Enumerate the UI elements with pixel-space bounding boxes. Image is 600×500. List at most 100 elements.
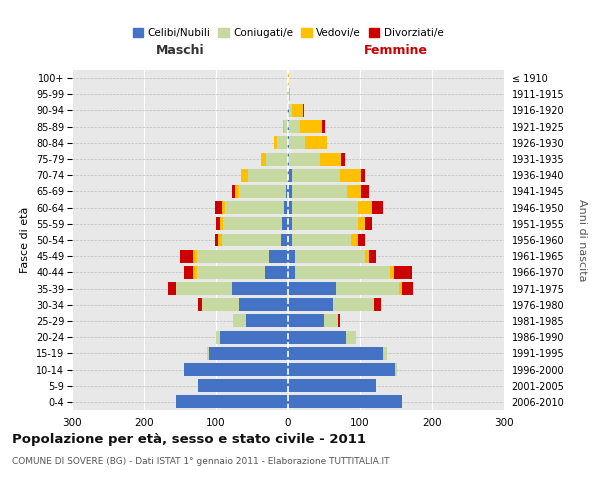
Bar	[288, 88, 289, 101]
Bar	[198, 298, 202, 311]
Bar	[260, 152, 266, 166]
Bar	[399, 282, 403, 295]
Bar	[394, 266, 412, 279]
Bar	[180, 250, 193, 262]
Bar	[288, 152, 289, 166]
Bar	[292, 218, 358, 230]
Text: Popolazione per età, sesso e stato civile - 2011: Popolazione per età, sesso e stato civil…	[12, 432, 366, 446]
Bar	[288, 250, 295, 262]
Bar	[347, 185, 361, 198]
Bar	[232, 185, 235, 198]
Bar	[295, 266, 390, 279]
Bar	[305, 136, 327, 149]
Bar	[235, 185, 239, 198]
Bar	[222, 201, 226, 214]
Bar	[215, 234, 218, 246]
Bar	[320, 152, 341, 166]
Bar	[336, 282, 399, 295]
Bar	[184, 266, 193, 279]
Bar	[287, 88, 288, 101]
Bar	[288, 136, 289, 149]
Bar	[286, 185, 288, 198]
Bar	[365, 218, 372, 230]
Bar	[284, 120, 288, 133]
Bar	[209, 347, 288, 360]
Bar	[383, 347, 386, 360]
Text: Anni di nascita: Anni di nascita	[577, 198, 587, 281]
Bar	[365, 250, 368, 262]
Bar	[289, 88, 290, 101]
Bar	[288, 218, 292, 230]
Bar	[361, 185, 368, 198]
Bar	[223, 218, 282, 230]
Bar	[277, 136, 288, 149]
Bar	[289, 104, 292, 117]
Bar	[198, 379, 288, 392]
Bar	[288, 396, 402, 408]
Bar	[265, 266, 288, 279]
Bar	[197, 250, 269, 262]
Bar	[288, 266, 295, 279]
Bar	[233, 314, 246, 328]
Bar	[288, 282, 336, 295]
Bar	[358, 234, 365, 246]
Bar	[374, 298, 381, 311]
Y-axis label: Fasce di età: Fasce di età	[20, 207, 31, 273]
Bar	[368, 250, 376, 262]
Bar	[289, 120, 300, 133]
Bar	[288, 120, 289, 133]
Bar	[218, 234, 222, 246]
Bar	[288, 169, 292, 181]
Bar	[395, 363, 397, 376]
Text: COMUNE DI SOVERE (BG) - Dati ISTAT 1° gennaio 2011 - Elaborazione TUTTITALIA.IT: COMUNE DI SOVERE (BG) - Dati ISTAT 1° ge…	[12, 458, 389, 466]
Bar	[288, 330, 346, 344]
Bar	[295, 250, 365, 262]
Bar	[206, 347, 209, 360]
Bar	[193, 266, 197, 279]
Bar	[176, 282, 232, 295]
Bar	[202, 298, 239, 311]
Bar	[176, 396, 288, 408]
Bar	[288, 234, 292, 246]
Bar	[292, 234, 350, 246]
Bar	[282, 218, 288, 230]
Bar	[289, 152, 320, 166]
Bar	[350, 234, 358, 246]
Bar	[288, 298, 332, 311]
Bar	[193, 250, 197, 262]
Bar	[283, 120, 284, 133]
Bar	[292, 201, 358, 214]
Bar	[300, 120, 322, 133]
Bar	[281, 234, 288, 246]
Bar	[292, 185, 347, 198]
Bar	[346, 330, 356, 344]
Bar	[287, 104, 288, 117]
Bar	[274, 136, 277, 149]
Text: Femmine: Femmine	[364, 44, 428, 57]
Bar	[288, 185, 292, 198]
Bar	[220, 218, 223, 230]
Bar	[246, 314, 288, 328]
Bar	[288, 104, 289, 117]
Bar	[239, 298, 288, 311]
Bar	[361, 169, 365, 181]
Bar	[303, 104, 304, 117]
Bar	[288, 314, 324, 328]
Bar	[215, 201, 222, 214]
Bar	[222, 234, 281, 246]
Bar	[341, 152, 345, 166]
Bar	[324, 314, 338, 328]
Bar	[220, 330, 288, 344]
Bar	[216, 218, 220, 230]
Bar	[288, 201, 292, 214]
Bar	[340, 169, 361, 181]
Legend: Celibi/Nubili, Coniugati/e, Vedovi/e, Divorziati/e: Celibi/Nubili, Coniugati/e, Vedovi/e, Di…	[128, 24, 448, 42]
Bar	[288, 347, 383, 360]
Bar	[288, 363, 395, 376]
Bar	[288, 379, 376, 392]
Bar	[226, 201, 284, 214]
Bar	[232, 282, 288, 295]
Bar	[241, 169, 248, 181]
Bar	[338, 314, 340, 328]
Bar	[403, 282, 413, 295]
